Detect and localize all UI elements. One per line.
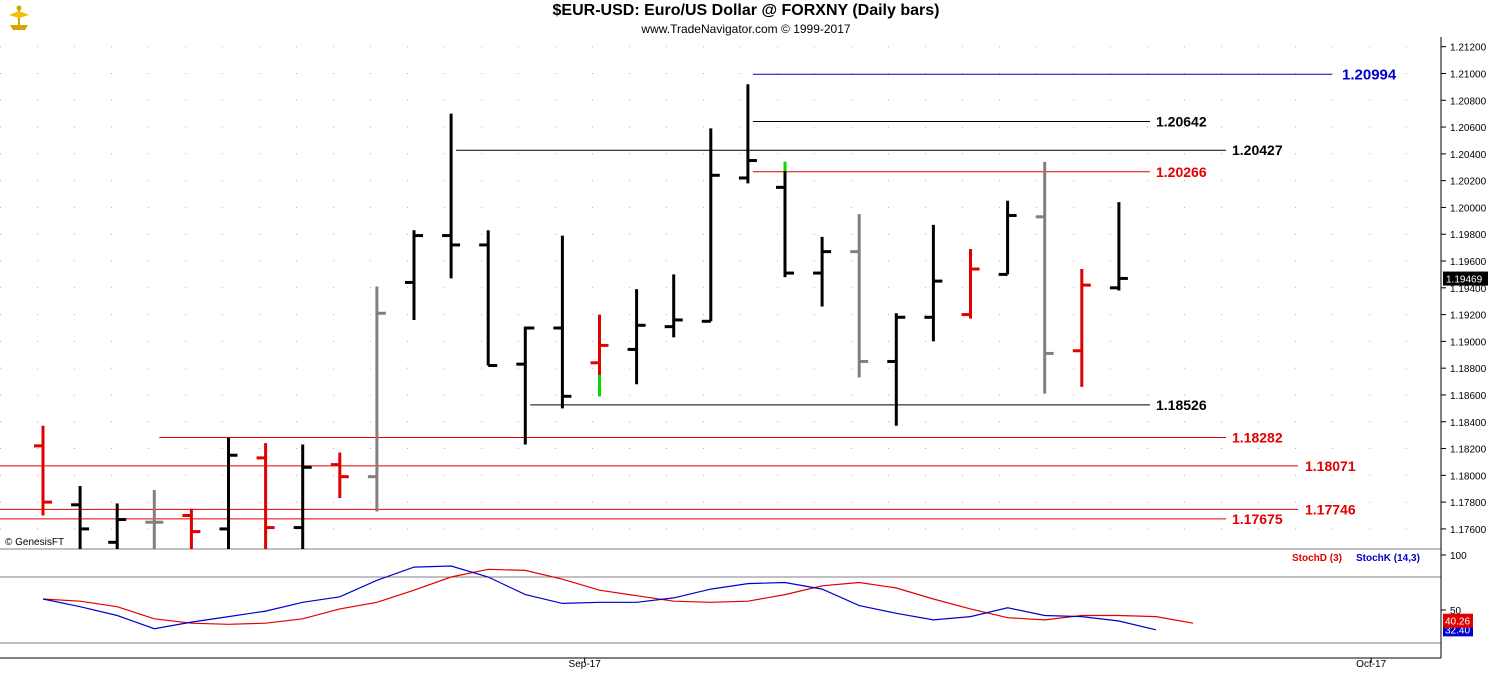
price-pane	[0, 37, 1441, 549]
y-tick-label: 1.19800	[1450, 230, 1487, 241]
ohlc-bar	[1035, 161, 1054, 394]
ohlc-bar	[71, 486, 90, 549]
levels-layer: 1.20994 1.20642 1.20427 1.20266 1.18526 1.182…	[0, 66, 1397, 527]
ohlc-bar	[813, 236, 832, 307]
y-tick-label: 1.19200	[1450, 311, 1487, 322]
y-tick-label: 1.18600	[1450, 391, 1487, 402]
y-tick-label: 1.21200	[1450, 43, 1487, 54]
y-tick-label: 1.21000	[1450, 69, 1487, 80]
y-tick-label: 1.20400	[1450, 150, 1487, 161]
ohlc-bar	[367, 286, 386, 512]
ohlc-bar	[34, 425, 52, 516]
ohlc-bar	[701, 128, 720, 323]
x-tick-label: Oct-17	[1356, 659, 1386, 670]
ohlc-bar	[516, 326, 535, 445]
stoch-series-line	[42, 568, 1194, 625]
stoch-series-line	[42, 565, 1157, 631]
ohlc-bar	[256, 443, 275, 549]
level-label: 1.18526	[1156, 397, 1207, 413]
stoch-legend-label: StochD (3)	[1292, 553, 1342, 564]
app-logo	[4, 3, 34, 38]
ohlc-bar	[1072, 269, 1091, 387]
ohlc-bar	[627, 289, 646, 385]
stoch-y-tick-label: 100	[1450, 551, 1467, 562]
ohlc-bar	[479, 230, 498, 367]
ohlc-bar	[553, 235, 572, 409]
ohlc-bar	[1109, 202, 1128, 291]
y-tick-label: 1.19400	[1450, 284, 1487, 295]
y-tick-label: 1.19000	[1450, 337, 1487, 348]
chart-title: $EUR-USD: Euro/US Dollar @ FORXNY (Daily…	[552, 2, 940, 19]
ohlc-bar	[108, 503, 127, 549]
header-band	[0, 0, 1492, 37]
stochd-current-label: 40.26	[1445, 617, 1470, 628]
watermark: © GenesisFT	[5, 537, 65, 548]
y-tick-label: 1.19600	[1450, 257, 1487, 268]
ohlc-bar	[998, 200, 1017, 276]
y-tick-label: 1.17600	[1450, 525, 1487, 536]
y-tick-label: 1.20200	[1450, 177, 1487, 188]
ohlc-bar	[145, 490, 164, 549]
stochd-current-box	[1443, 613, 1473, 628]
chart-subtitle: www.TradeNavigator.com © 1999-2017	[641, 22, 851, 36]
ohlc-bar	[850, 214, 869, 378]
y-tick-label: 1.20000	[1450, 203, 1487, 214]
y-tick-label: 1.20600	[1450, 123, 1487, 134]
ohlc-bar	[961, 248, 980, 319]
level-label: 1.18282	[1232, 430, 1283, 446]
ohlc-bar	[924, 224, 943, 342]
y-tick-label: 1.18000	[1450, 471, 1487, 482]
y-tick-label: 1.18800	[1450, 364, 1487, 375]
current-price-box	[1443, 271, 1488, 286]
ohlc-bar	[738, 84, 757, 184]
ohlc-bar	[664, 274, 683, 338]
ohlc-bar	[182, 508, 201, 549]
x-tick-label: Sep-17	[569, 659, 602, 670]
stochk-current-label: 32.40	[1445, 625, 1470, 636]
y-tick-label: 1.18400	[1450, 418, 1487, 429]
stochastic-layer: StochD (3) StochK (14,3)	[42, 553, 1420, 631]
ohlc-bar	[442, 113, 461, 279]
level-label: 1.20427	[1232, 142, 1283, 158]
y-tick-label: 1.20800	[1450, 96, 1487, 107]
ohlc-bar	[887, 313, 906, 426]
ohlc-bar	[776, 161, 794, 278]
level-label: 1.18071	[1305, 458, 1356, 474]
current-price-label: 1.19469	[1446, 275, 1483, 286]
axis-layer: 1.21200 1.21000 1.20800 1.20600 1.20400 1.202…	[569, 43, 1488, 670]
y-tick-label: 1.17800	[1450, 498, 1487, 509]
ohlc-bar	[330, 452, 349, 499]
stoch-y-tick-label: 50	[1450, 606, 1462, 617]
bars-layer	[34, 84, 1128, 549]
level-label: 1.20994	[1342, 66, 1397, 83]
level-label: 1.17746	[1305, 501, 1356, 517]
y-tick-label: 1.18200	[1450, 445, 1487, 456]
ohlc-bar	[293, 444, 312, 549]
ohlc-bar	[590, 314, 609, 397]
stoch-legend-label: StochK (14,3)	[1356, 553, 1420, 564]
ohlc-bar	[405, 230, 423, 320]
level-label: 1.20642	[1156, 113, 1207, 129]
ohlc-bar	[219, 437, 238, 549]
level-label: 1.20266	[1156, 164, 1207, 180]
level-label: 1.17675	[1232, 511, 1283, 527]
